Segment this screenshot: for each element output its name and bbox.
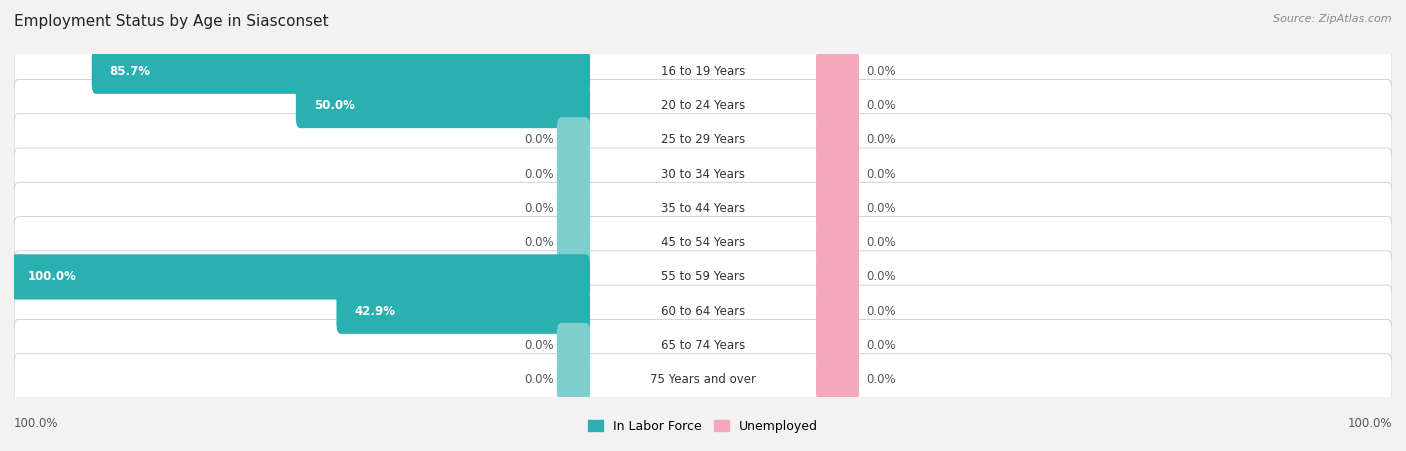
FancyBboxPatch shape	[557, 220, 591, 265]
Text: Employment Status by Age in Siasconset: Employment Status by Age in Siasconset	[14, 14, 329, 28]
FancyBboxPatch shape	[815, 220, 859, 265]
Text: 100.0%: 100.0%	[28, 271, 77, 283]
Text: 20 to 24 Years: 20 to 24 Years	[661, 99, 745, 112]
FancyBboxPatch shape	[815, 117, 859, 162]
FancyBboxPatch shape	[815, 186, 859, 231]
Text: Source: ZipAtlas.com: Source: ZipAtlas.com	[1274, 14, 1392, 23]
Text: 42.9%: 42.9%	[354, 305, 395, 318]
FancyBboxPatch shape	[14, 182, 1392, 235]
FancyBboxPatch shape	[557, 186, 591, 231]
FancyBboxPatch shape	[557, 117, 591, 162]
FancyBboxPatch shape	[815, 357, 859, 402]
Text: 45 to 54 Years: 45 to 54 Years	[661, 236, 745, 249]
Text: 100.0%: 100.0%	[1347, 418, 1392, 430]
FancyBboxPatch shape	[815, 289, 859, 334]
FancyBboxPatch shape	[14, 216, 1392, 269]
FancyBboxPatch shape	[14, 148, 1392, 200]
FancyBboxPatch shape	[815, 254, 859, 299]
FancyBboxPatch shape	[14, 251, 1392, 303]
Text: 0.0%: 0.0%	[866, 305, 896, 318]
FancyBboxPatch shape	[815, 152, 859, 197]
FancyBboxPatch shape	[557, 152, 591, 197]
Text: 0.0%: 0.0%	[524, 339, 554, 352]
Text: 0.0%: 0.0%	[866, 202, 896, 215]
Text: 0.0%: 0.0%	[866, 339, 896, 352]
FancyBboxPatch shape	[815, 323, 859, 368]
Text: 0.0%: 0.0%	[866, 65, 896, 78]
Text: 30 to 34 Years: 30 to 34 Years	[661, 168, 745, 180]
Text: 0.0%: 0.0%	[524, 236, 554, 249]
Text: 0.0%: 0.0%	[524, 133, 554, 146]
Text: 0.0%: 0.0%	[866, 373, 896, 386]
FancyBboxPatch shape	[557, 357, 591, 402]
Text: 75 Years and over: 75 Years and over	[650, 373, 756, 386]
Text: 16 to 19 Years: 16 to 19 Years	[661, 65, 745, 78]
FancyBboxPatch shape	[10, 254, 591, 299]
FancyBboxPatch shape	[336, 289, 591, 334]
Text: 60 to 64 Years: 60 to 64 Years	[661, 305, 745, 318]
FancyBboxPatch shape	[557, 323, 591, 368]
FancyBboxPatch shape	[815, 49, 859, 94]
FancyBboxPatch shape	[14, 354, 1392, 406]
Text: 35 to 44 Years: 35 to 44 Years	[661, 202, 745, 215]
FancyBboxPatch shape	[14, 45, 1392, 97]
Legend: In Labor Force, Unemployed: In Labor Force, Unemployed	[588, 420, 818, 433]
Text: 0.0%: 0.0%	[866, 236, 896, 249]
Text: 100.0%: 100.0%	[14, 418, 59, 430]
Text: 0.0%: 0.0%	[524, 373, 554, 386]
FancyBboxPatch shape	[815, 83, 859, 128]
Text: 0.0%: 0.0%	[524, 168, 554, 180]
FancyBboxPatch shape	[14, 285, 1392, 337]
Text: 85.7%: 85.7%	[110, 65, 150, 78]
Text: 0.0%: 0.0%	[866, 99, 896, 112]
FancyBboxPatch shape	[14, 79, 1392, 132]
Text: 25 to 29 Years: 25 to 29 Years	[661, 133, 745, 146]
FancyBboxPatch shape	[14, 114, 1392, 166]
Text: 0.0%: 0.0%	[866, 133, 896, 146]
Text: 65 to 74 Years: 65 to 74 Years	[661, 339, 745, 352]
FancyBboxPatch shape	[295, 83, 591, 128]
FancyBboxPatch shape	[91, 49, 591, 94]
Text: 55 to 59 Years: 55 to 59 Years	[661, 271, 745, 283]
FancyBboxPatch shape	[14, 319, 1392, 372]
Text: 0.0%: 0.0%	[866, 168, 896, 180]
Text: 50.0%: 50.0%	[314, 99, 354, 112]
Text: 0.0%: 0.0%	[524, 202, 554, 215]
Text: 0.0%: 0.0%	[866, 271, 896, 283]
